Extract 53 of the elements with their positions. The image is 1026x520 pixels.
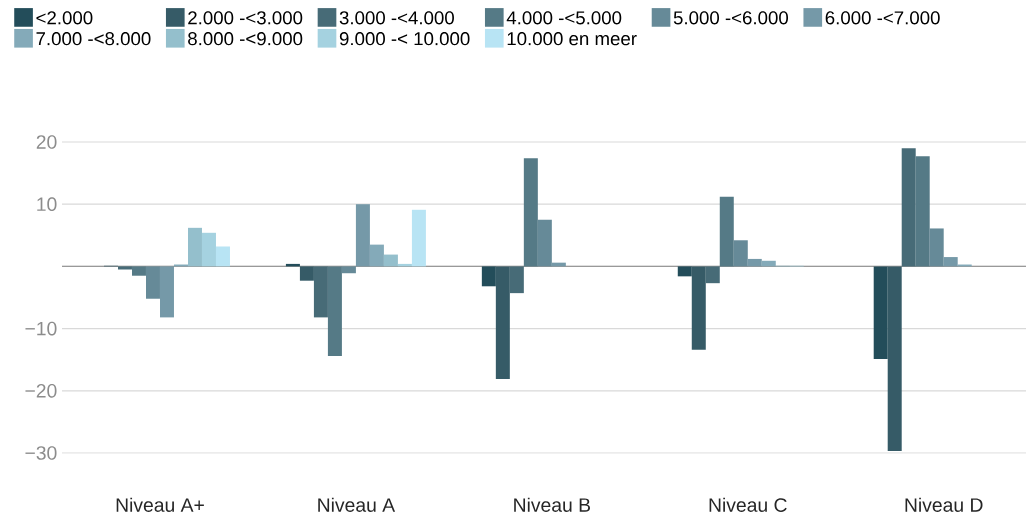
legend-label: 4.000 -<5.000	[506, 11, 622, 25]
bar	[411, 209, 426, 267]
legend-label: 8.000 -<9.000	[188, 32, 303, 46]
y-tick-label: −10	[25, 321, 57, 336]
bar	[915, 156, 930, 267]
bar	[705, 266, 720, 284]
bar	[691, 266, 706, 350]
bar	[523, 158, 538, 267]
bar	[943, 257, 958, 267]
bar	[341, 266, 356, 274]
legend-label: 3.000 -<4.000	[339, 11, 454, 25]
bar	[383, 254, 398, 267]
bar	[215, 246, 230, 267]
legend-label: <2.000	[36, 11, 93, 25]
bar	[299, 266, 314, 281]
bar	[509, 266, 524, 294]
x-tick-label: Niveau B	[514, 497, 591, 512]
legend-label: 10.000 en meer	[507, 32, 637, 46]
bar	[313, 266, 328, 318]
bar	[201, 232, 216, 267]
bar	[873, 266, 888, 360]
bar	[677, 266, 692, 277]
bar	[327, 266, 342, 356]
bar	[481, 266, 496, 287]
bar	[761, 260, 776, 267]
bar	[733, 240, 748, 267]
bar	[187, 227, 202, 267]
x-tick-label: Niveau A	[318, 497, 396, 512]
bar	[887, 266, 902, 452]
bar	[131, 266, 146, 276]
bar	[929, 228, 944, 267]
bar	[747, 258, 762, 267]
legend-label: 7.000 -<8.000	[36, 32, 151, 46]
x-tick-label: Niveau D	[905, 497, 983, 512]
y-tick-label: −30	[25, 446, 57, 460]
legend-label: 6.000 -<7.000	[825, 11, 940, 25]
bar	[901, 148, 916, 267]
bar	[117, 266, 132, 270]
bar	[537, 219, 552, 267]
x-tick-label: Niveau A+	[116, 497, 204, 512]
bar	[355, 204, 370, 267]
y-tick-label: −20	[25, 383, 57, 398]
legend-label: 9.000 -< 10.000	[339, 32, 470, 46]
bar	[369, 244, 384, 267]
bar	[495, 266, 510, 379]
legend-label: 2.000 -<3.000	[188, 11, 303, 25]
y-tick-label: 20	[36, 135, 57, 149]
bar	[719, 196, 734, 267]
x-tick-label: Niveau C	[709, 497, 787, 512]
y-tick-label: 10	[37, 197, 57, 212]
bar	[159, 266, 174, 318]
legend-label: 5.000 -<6.000	[673, 11, 789, 25]
bar	[145, 266, 160, 299]
